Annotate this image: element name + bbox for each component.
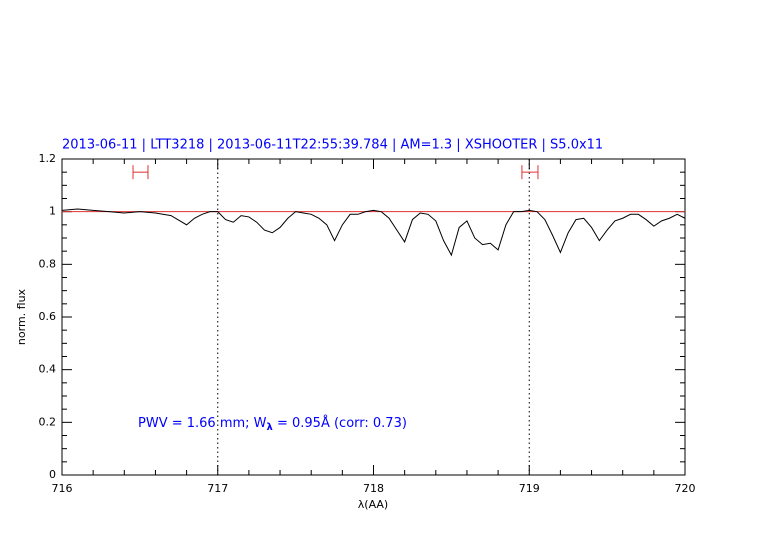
x-tick-label: 716 — [52, 482, 73, 495]
y-tick-label: 1.2 — [39, 152, 57, 165]
x-tick-label: 718 — [363, 482, 384, 495]
spectrum-line — [61, 208, 686, 257]
y-tick-label: 0.8 — [39, 257, 57, 270]
x-axis-label: λ(AA) — [358, 498, 388, 511]
y-tick-label: 0.2 — [39, 415, 57, 428]
y-tick-label: 1 — [49, 205, 56, 218]
annotation-part: λ — [267, 422, 274, 433]
y-tick-label: 0.4 — [39, 363, 57, 376]
y-tick-label: 0 — [49, 468, 56, 481]
y-axis-label: norm. flux — [15, 288, 28, 345]
annotation-part: PWV = 1.66 mm; W — [138, 416, 267, 431]
x-tick-label: 717 — [207, 482, 228, 495]
x-tick-label: 719 — [519, 482, 540, 495]
annotation-part: = 0.95Å (corr: 0.73) — [273, 415, 407, 431]
y-tick-label: 0.6 — [39, 310, 57, 323]
annotation: PWV = 1.66 mm; Wλ = 0.95Å (corr: 0.73) — [138, 415, 407, 434]
chart-title: 2013-06-11 | LTT3218 | 2013-06-11T22:55:… — [62, 138, 603, 153]
x-tick-label: 720 — [675, 482, 696, 495]
